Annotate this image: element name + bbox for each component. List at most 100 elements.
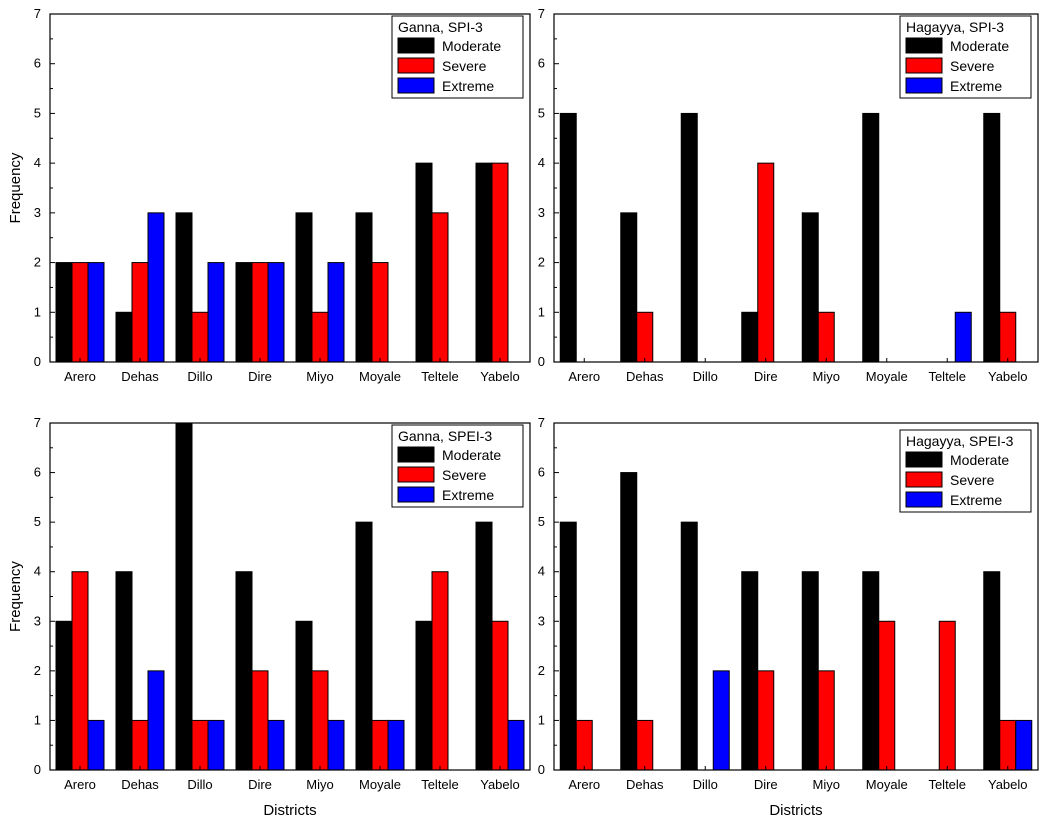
legend-swatch-severe xyxy=(397,466,435,483)
bar-severe-teltele xyxy=(431,571,449,771)
bar-moderate-moyale xyxy=(355,521,373,771)
bar-severe-dillo xyxy=(191,719,209,771)
y-tick-label: 2 xyxy=(538,255,545,270)
bar-severe-dehas xyxy=(636,719,654,771)
bar-severe-teltele xyxy=(938,620,956,771)
bar-moderate-dillo xyxy=(680,112,698,363)
chart-panel-1: Arero Dehas Dillo Dire Miyo Moyale Teltele Yabe… xyxy=(7,6,531,384)
bar-severe-yabelo xyxy=(999,719,1017,771)
y-tick-label: 0 xyxy=(34,354,41,369)
legend-swatch-extreme xyxy=(397,486,435,503)
y-tick-label: 7 xyxy=(538,415,545,430)
y-tick-label: 6 xyxy=(538,465,545,480)
bar-severe-yabelo xyxy=(999,311,1017,363)
legend: Ganna, SPEI-3 Moderate Severe Extreme xyxy=(391,424,524,508)
x-tick-label: Dillo xyxy=(187,369,212,384)
y-tick-label: 6 xyxy=(34,465,41,480)
bar-severe-moyale xyxy=(371,719,389,771)
bar-severe-miyo xyxy=(817,311,835,363)
y-tick-label: 3 xyxy=(538,205,545,220)
bar-severe-arero xyxy=(71,262,89,363)
legend-label-severe: Severe xyxy=(950,58,995,74)
bar-moderate-dillo xyxy=(175,422,193,771)
y-tick-label: 0 xyxy=(538,762,545,777)
bar-severe-teltele xyxy=(431,212,449,363)
legend-title: Hagayya, SPI-3 xyxy=(906,19,1004,35)
bar-moderate-dillo xyxy=(680,521,698,771)
x-tick-label: Dillo xyxy=(187,777,212,792)
y-tick-label: 0 xyxy=(34,762,41,777)
y-tick-label: 3 xyxy=(34,613,41,628)
x-tick-label: Dehas xyxy=(121,777,159,792)
bar-extreme-arero xyxy=(87,719,105,771)
x-axis-title: Districts xyxy=(769,802,822,819)
bar-extreme-dillo xyxy=(207,262,225,363)
x-tick-label: Dire xyxy=(754,369,778,384)
bar-moderate-moyale xyxy=(862,112,880,363)
x-tick-label: Yabelo xyxy=(988,369,1028,384)
x-tick-label: Dehas xyxy=(626,369,664,384)
x-tick-label: Moyale xyxy=(866,369,908,384)
bar-severe-dire xyxy=(757,162,775,363)
y-tick-label: 0 xyxy=(538,354,545,369)
bar-moderate-arero xyxy=(559,112,577,363)
legend-label-moderate: Moderate xyxy=(442,38,501,54)
legend-label-extreme: Extreme xyxy=(950,78,1002,94)
legend-swatch-moderate xyxy=(905,37,943,54)
bar-extreme-miyo xyxy=(327,719,345,771)
legend-swatch-moderate xyxy=(905,451,943,468)
legend-title: Ganna, SPI-3 xyxy=(398,19,483,35)
bar-moderate-miyo xyxy=(295,212,313,363)
x-tick-label: Dehas xyxy=(121,369,159,384)
plot-frame xyxy=(49,13,531,363)
bar-extreme-dehas xyxy=(147,212,165,363)
legend-swatch-severe xyxy=(397,57,435,74)
bar-severe-yabelo xyxy=(491,620,509,771)
bar-moderate-teltele xyxy=(415,620,433,771)
x-tick-label: Dillo xyxy=(693,777,718,792)
x-tick-label: Arero xyxy=(64,777,96,792)
y-tick-label: 7 xyxy=(538,6,545,21)
bar-moderate-dire xyxy=(741,311,759,363)
bar-severe-miyo xyxy=(311,311,329,363)
legend-swatch-extreme xyxy=(397,77,435,94)
y-tick-label: 7 xyxy=(34,6,41,21)
x-tick-label: Arero xyxy=(64,369,96,384)
y-tick-label: 5 xyxy=(538,514,545,529)
x-tick-label: Miyo xyxy=(813,369,840,384)
bar-severe-arero xyxy=(71,571,89,771)
bar-extreme-dehas xyxy=(147,670,165,771)
y-axis-title: Frequency xyxy=(7,152,24,223)
bar-moderate-yabelo xyxy=(475,521,493,771)
bar-severe-dehas xyxy=(636,311,654,363)
bar-moderate-miyo xyxy=(801,212,819,363)
bar-severe-dire xyxy=(251,262,269,363)
bar-moderate-dire xyxy=(235,571,253,771)
bar-severe-yabelo xyxy=(491,162,509,363)
legend-swatch-moderate xyxy=(397,446,435,463)
legend-label-moderate: Moderate xyxy=(950,452,1009,468)
x-tick-label: Teltele xyxy=(421,777,459,792)
y-tick-label: 6 xyxy=(538,56,545,71)
bar-severe-dillo xyxy=(191,311,209,363)
bar-moderate-arero xyxy=(55,620,73,771)
y-tick-label: 4 xyxy=(34,155,41,170)
x-tick-label: Miyo xyxy=(306,369,333,384)
x-tick-label: Dire xyxy=(754,777,778,792)
x-tick-label: Moyale xyxy=(359,777,401,792)
y-tick-label: 1 xyxy=(34,712,41,727)
legend-title: Hagayya, SPEI-3 xyxy=(906,433,1014,449)
y-tick-label: 1 xyxy=(34,304,41,319)
legend-swatch-severe xyxy=(905,57,943,74)
x-tick-label: Teltele xyxy=(421,369,459,384)
y-tick-label: 1 xyxy=(538,712,545,727)
bar-moderate-dillo xyxy=(175,212,193,363)
bar-extreme-dire xyxy=(267,262,285,363)
bar-severe-dire xyxy=(757,670,775,771)
legend: Hagayya, SPEI-3 Moderate Severe Extreme xyxy=(899,429,1032,513)
bar-moderate-yabelo xyxy=(475,162,493,363)
bar-moderate-moyale xyxy=(355,212,373,363)
y-tick-label: 3 xyxy=(34,205,41,220)
y-tick-label: 4 xyxy=(538,155,545,170)
